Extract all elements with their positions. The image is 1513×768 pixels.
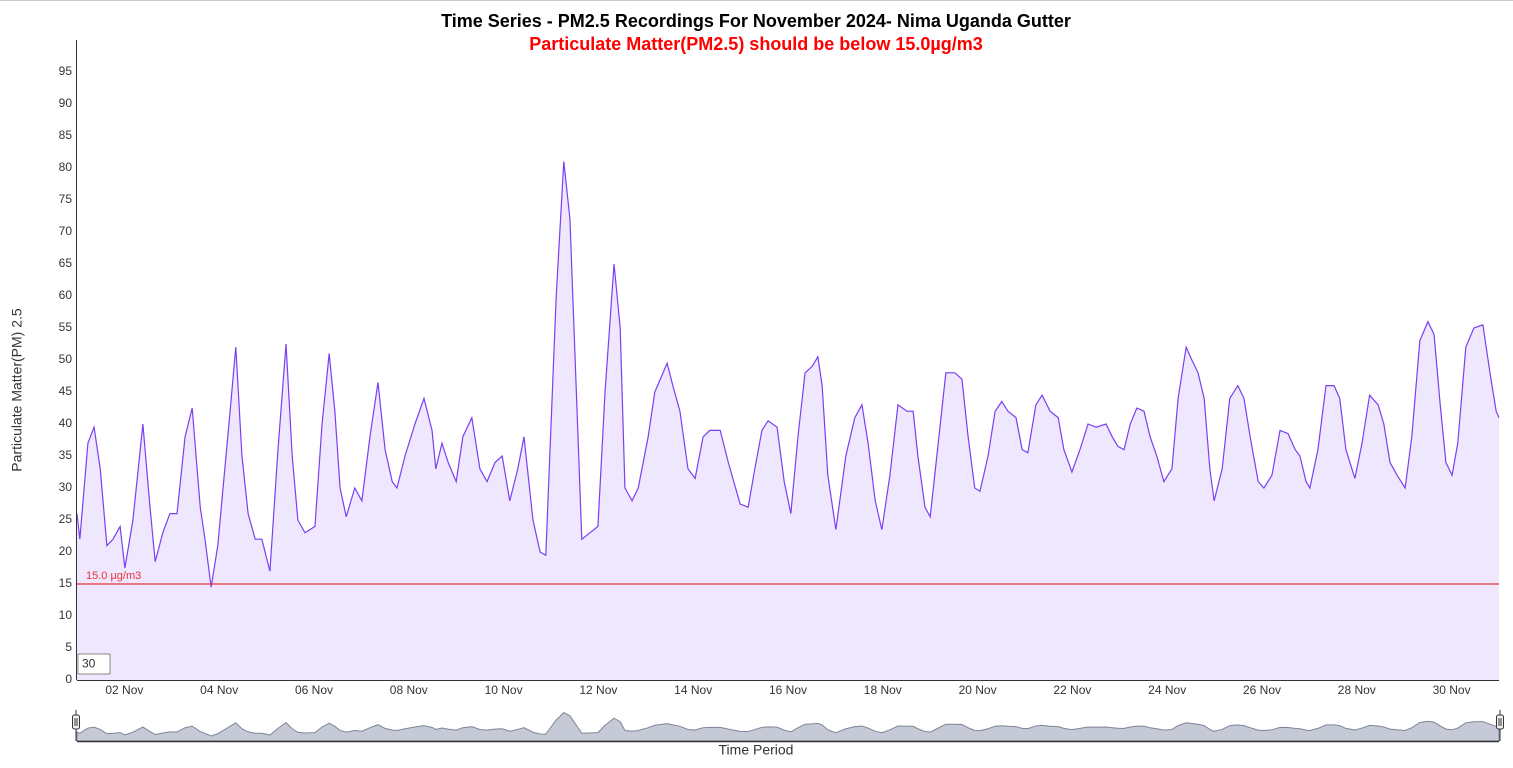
line (76, 161, 1500, 588)
x-tick-label: 24 Nov (1148, 683, 1186, 697)
y-tick-label: 30 (59, 480, 73, 494)
navigator-handle[interactable] (1496, 714, 1504, 730)
y-tick-label: 80 (59, 160, 73, 174)
y-tick-label: 75 (59, 192, 73, 206)
input-value: 30 (82, 657, 96, 671)
x-tick-label: 14 Nov (674, 683, 712, 697)
x-tick-label: 08 Nov (390, 683, 428, 697)
x-tick-label: 26 Nov (1243, 683, 1281, 697)
y-tick-label: 35 (59, 448, 73, 462)
y-tick-label: 60 (59, 288, 73, 302)
y-tick-label: 45 (59, 384, 73, 398)
x-tick-label: 12 Nov (579, 683, 617, 697)
input-box[interactable] (77, 653, 111, 675)
chart-subtitle: Particulate Matter(PM2.5) should be belo… (529, 34, 982, 54)
y-tick-label: 55 (59, 320, 73, 334)
x-tick-label: 16 Nov (769, 683, 807, 697)
y-tick-label: 70 (59, 224, 73, 238)
y-tick-label: 40 (59, 416, 73, 430)
y-tick-label: 10 (59, 608, 73, 622)
y-tick-label: 90 (59, 96, 73, 110)
x-tick-label: 30 Nov (1433, 683, 1471, 697)
y-tick-label: 5 (65, 640, 72, 654)
y-tick-label: 20 (59, 544, 73, 558)
x-tick-label: 20 Nov (959, 683, 997, 697)
navigator-handle[interactable] (72, 714, 80, 730)
y-tick-label: 95 (59, 64, 73, 78)
y-tick-label: 0 (65, 672, 72, 686)
navigator-area (76, 712, 1500, 742)
x-tick-label: 02 Nov (105, 683, 143, 697)
threshold-label: 15.0 µg/m3 (86, 570, 141, 582)
y-tick-label: 65 (59, 256, 73, 270)
x-axis-title: Time Period (719, 742, 794, 758)
y-axis-title: Particulate Matter(PM) 2.5 (9, 308, 25, 472)
x-tick-label: 06 Nov (295, 683, 333, 697)
area-fill (77, 161, 1499, 681)
x-tick-label: 28 Nov (1338, 683, 1376, 697)
y-tick-label: 85 (59, 128, 73, 142)
x-tick-label: 10 Nov (485, 683, 523, 697)
x-tick-label: 22 Nov (1053, 683, 1091, 697)
x-tick-label: 04 Nov (200, 683, 238, 697)
y-tick-label: 15 (59, 576, 73, 590)
y-tick-label: 50 (59, 352, 73, 366)
chart-title: Time Series - PM2.5 Recordings For Novem… (441, 11, 1071, 31)
y-tick-label: 25 (59, 512, 73, 526)
x-tick-label: 18 Nov (864, 683, 902, 697)
